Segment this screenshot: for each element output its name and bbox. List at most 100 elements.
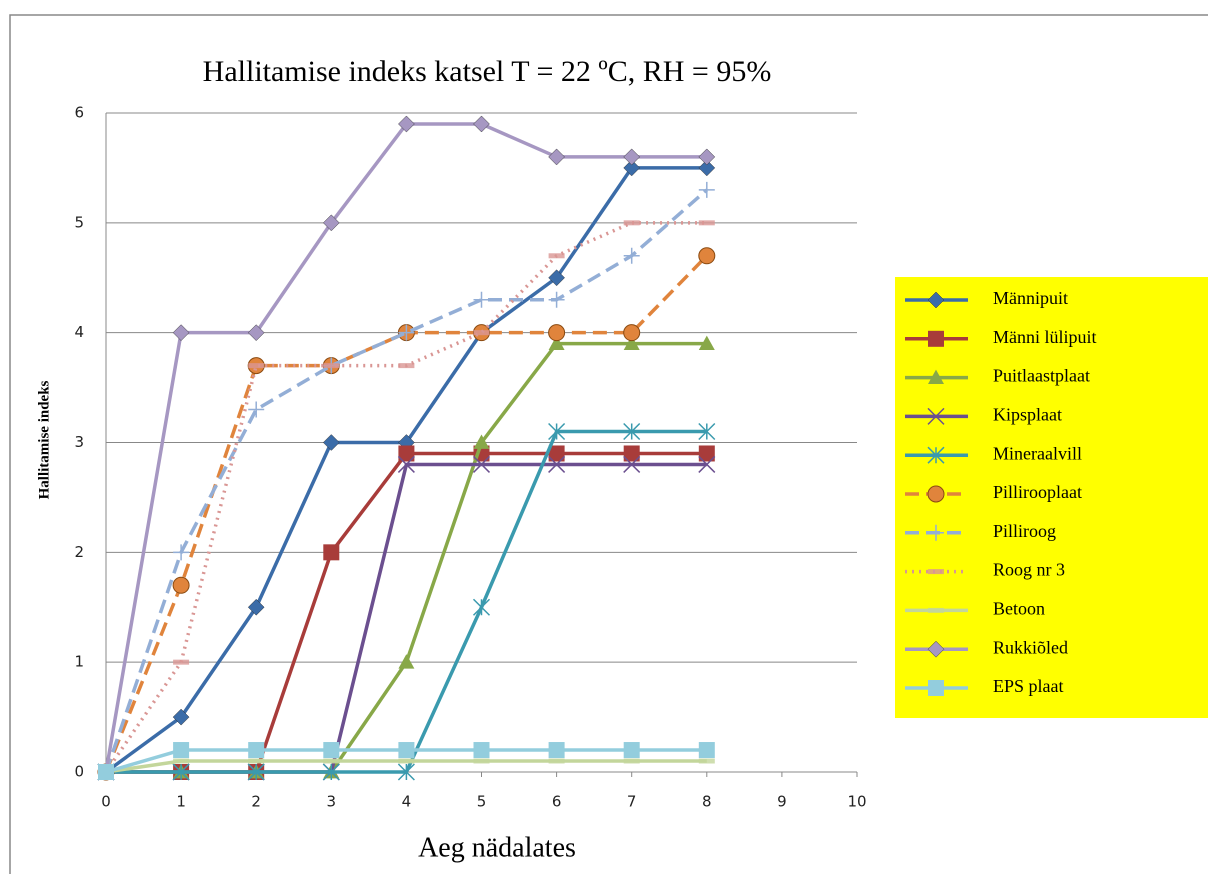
- point-marker: [398, 758, 415, 764]
- series-line: [106, 341, 707, 774]
- point-marker: [173, 742, 190, 759]
- x-tick-label: 6: [552, 793, 562, 811]
- x-axis-label: Aeg nädalates: [418, 832, 576, 863]
- legend-label: Kipsplaat: [993, 405, 1062, 425]
- point-marker: [173, 659, 190, 665]
- point-marker: [623, 220, 640, 226]
- x-tick-label: 1: [176, 793, 186, 811]
- x-tick-label: 9: [777, 793, 787, 811]
- point-marker: [928, 680, 944, 696]
- legend-label: Mineraalvill: [993, 443, 1082, 463]
- point-marker: [323, 544, 340, 561]
- point-marker: [698, 445, 715, 462]
- point-marker: [623, 324, 641, 342]
- point-marker: [247, 598, 265, 616]
- point-marker: [928, 330, 944, 347]
- point-marker: [398, 363, 415, 369]
- point-marker: [473, 330, 490, 336]
- x-tick-label: 5: [477, 793, 487, 811]
- point-marker: [548, 291, 565, 308]
- chart-title: Hallitamise indeks katsel T = 22 ºC, RH …: [203, 55, 772, 88]
- point-marker: [98, 764, 114, 780]
- legend-label: Pillirooplaat: [993, 482, 1082, 502]
- series: [98, 742, 715, 780]
- series-line: [106, 429, 707, 774]
- legend-label: Pilliroog: [993, 521, 1056, 541]
- legend-label: Männi lülipuit: [993, 327, 1097, 347]
- point-marker: [322, 214, 340, 232]
- series: [97, 455, 716, 781]
- point-marker: [173, 758, 190, 764]
- x-tick-label: 8: [702, 793, 712, 811]
- point-marker: [927, 446, 945, 464]
- point-marker: [473, 434, 490, 449]
- point-marker: [473, 758, 490, 764]
- point-marker: [548, 335, 565, 351]
- point-marker: [548, 445, 565, 462]
- point-marker: [698, 148, 716, 166]
- point-marker: [623, 455, 641, 473]
- x-tick-label: 4: [402, 793, 412, 811]
- point-marker: [698, 159, 716, 177]
- point-marker: [398, 324, 415, 341]
- point-marker: [927, 407, 945, 425]
- point-marker: [473, 742, 490, 759]
- point-marker: [623, 335, 640, 351]
- x-tick-label: 0: [101, 793, 111, 811]
- point-marker: [247, 763, 265, 781]
- legend-label: Betoon: [993, 599, 1045, 619]
- point-marker: [623, 247, 640, 264]
- series-line: [106, 451, 707, 774]
- point-marker: [397, 763, 415, 781]
- point-marker: [927, 640, 945, 658]
- point-marker: [323, 758, 340, 764]
- point-marker: [927, 485, 945, 503]
- point-marker: [323, 742, 340, 759]
- series: [98, 445, 715, 780]
- y-tick-label: 3: [74, 433, 84, 451]
- point-marker: [322, 763, 340, 781]
- point-marker: [172, 576, 190, 594]
- point-marker: [472, 598, 491, 616]
- legend-label: Puitlaastplaat: [993, 366, 1090, 386]
- legend-label: Roog nr 3: [993, 560, 1065, 580]
- point-marker: [172, 763, 190, 781]
- point-marker: [397, 455, 415, 473]
- point-marker: [248, 758, 265, 764]
- point-marker: [248, 401, 265, 418]
- point-marker: [623, 422, 641, 441]
- point-marker: [698, 758, 715, 764]
- point-marker: [698, 742, 715, 759]
- series: [97, 422, 716, 781]
- series-line: [104, 221, 707, 773]
- series-line: [104, 188, 708, 773]
- point-marker: [398, 654, 415, 669]
- point-marker: [548, 253, 565, 259]
- y-tick-label: 2: [74, 543, 84, 561]
- point-marker: [548, 422, 566, 441]
- point-marker: [548, 324, 566, 342]
- point-marker: [928, 569, 944, 575]
- x-tick-label: 10: [847, 793, 866, 811]
- point-marker: [247, 324, 265, 342]
- point-marker: [548, 269, 565, 287]
- point-marker: [472, 455, 491, 473]
- point-marker: [623, 159, 641, 177]
- point-marker: [398, 115, 415, 133]
- point-marker: [927, 291, 945, 309]
- point-marker: [248, 363, 265, 369]
- point-marker: [398, 445, 415, 462]
- point-marker: [172, 708, 190, 726]
- legend-label: Rukkiõled: [993, 637, 1068, 657]
- legend-label: EPS plaat: [993, 676, 1064, 696]
- legend-box: [895, 277, 1208, 718]
- point-marker: [698, 247, 716, 265]
- x-tick-label: 2: [251, 793, 261, 811]
- chart-frame: [9, 14, 1208, 874]
- point-marker: [473, 291, 490, 308]
- point-marker: [928, 369, 944, 384]
- point-marker: [548, 758, 565, 764]
- point-marker: [323, 363, 340, 369]
- series: [97, 115, 716, 781]
